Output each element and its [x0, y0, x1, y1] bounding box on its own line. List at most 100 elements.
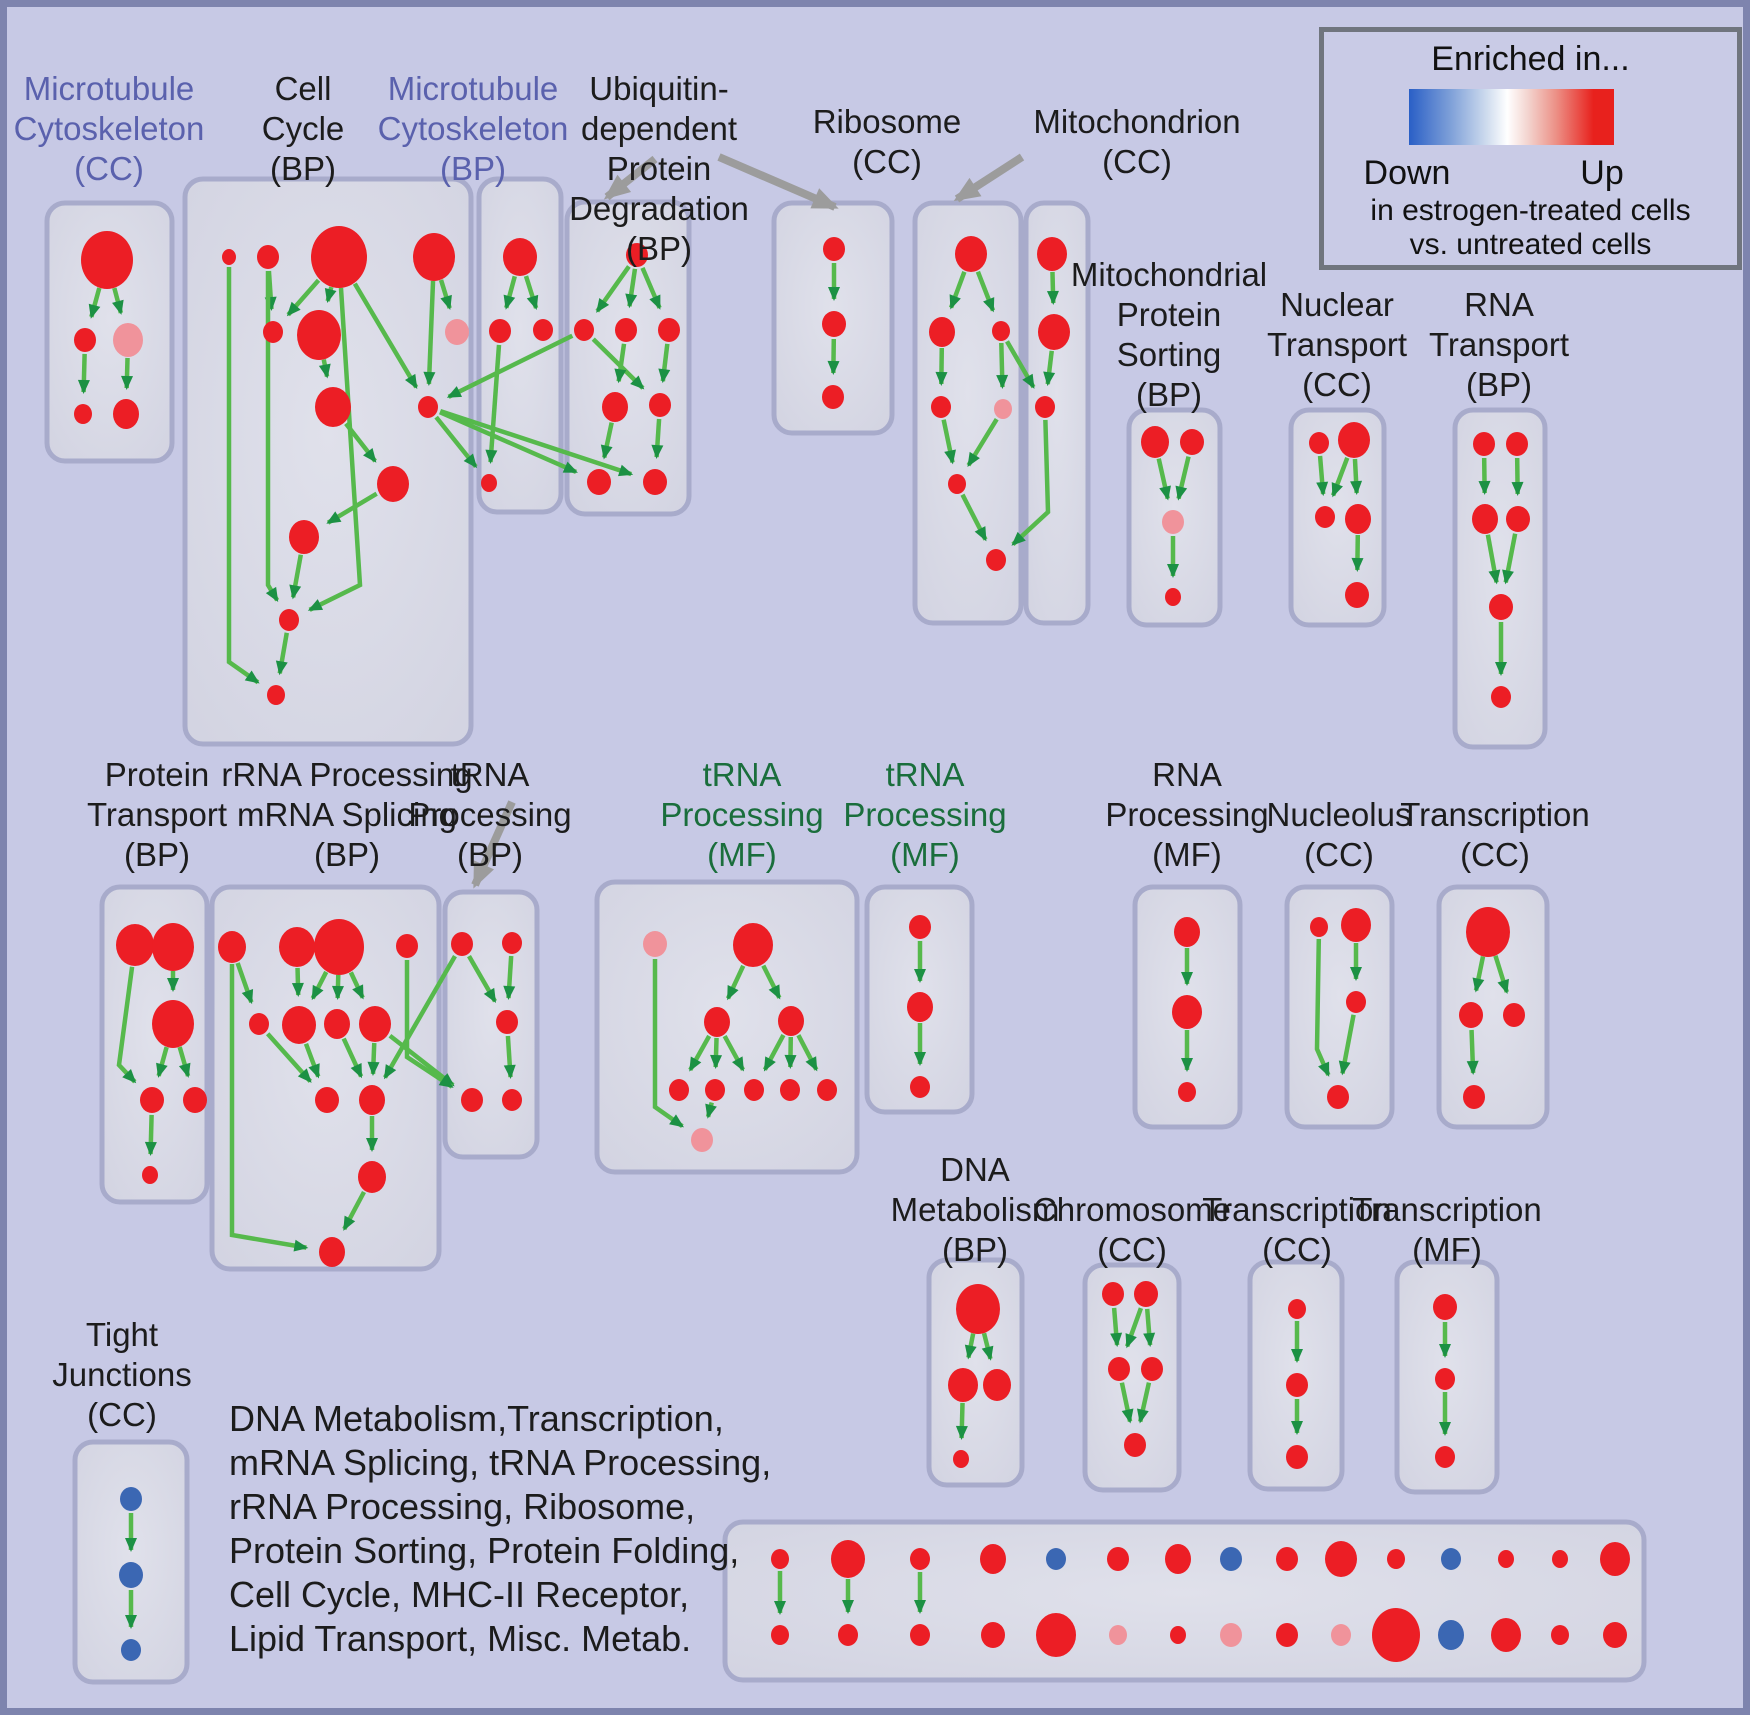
group-label: Ribosome (CC) — [812, 103, 962, 180]
go-term-node-t32 — [1286, 1373, 1308, 1397]
relation-arrow — [503, 1035, 516, 1080]
go-term-node-ua5 — [602, 392, 628, 422]
go-term-node-bb1 — [771, 1625, 789, 1645]
relation-arrow — [341, 1037, 364, 1079]
relation-arrow — [600, 422, 614, 460]
relation-arrow — [762, 1034, 786, 1072]
misc-category-list: DNA Metabolism,Transcription, mRNA Splic… — [229, 1398, 772, 1659]
relation-arrow — [1316, 455, 1329, 497]
go-term-node-t31 — [1288, 1299, 1306, 1319]
relation-arrow — [439, 408, 634, 477]
relation-arrow — [307, 287, 363, 612]
go-term-node-cc5 — [263, 321, 283, 343]
go-term-node-ua3 — [615, 318, 637, 342]
go-term-node-tj3 — [121, 1639, 141, 1661]
go-term-node-ua7 — [587, 469, 611, 495]
go-term-node-cc3 — [311, 226, 367, 288]
go-term-node-bt6 — [1107, 1547, 1129, 1571]
group-label: tRNA Processing (BP) — [408, 756, 572, 873]
relation-arrow — [121, 357, 134, 391]
go-term-node-mb2 — [489, 319, 511, 343]
go-term-node-ch4 — [1141, 1357, 1163, 1381]
group-label: tRNA Processing (MF) — [843, 756, 1007, 873]
relation-arrow — [1331, 456, 1350, 498]
go-term-node-rb6 — [948, 474, 966, 494]
go-term-node-pt5 — [183, 1087, 207, 1113]
relation-arrow — [331, 974, 344, 1001]
go-term-node-ua6 — [649, 393, 671, 417]
go-term-node-tb4 — [461, 1088, 483, 1112]
relation-arrow — [1156, 458, 1171, 501]
go-term-node-ua2 — [574, 319, 594, 341]
go-term-node-rm3 — [1178, 1082, 1196, 1102]
go-term-node-mtcc1 — [81, 231, 133, 289]
go-term-node-cc12 — [279, 609, 299, 631]
relation-arrow — [326, 491, 378, 525]
go-term-node-rm1 — [1174, 917, 1200, 947]
go-term-node-rr8 — [359, 1006, 391, 1042]
group-label: Transcription (CC) — [1202, 1191, 1392, 1268]
go-term-node-rr10 — [359, 1085, 385, 1115]
relation-arrow — [1011, 419, 1051, 547]
go-term-node-tb1 — [451, 932, 473, 956]
go-term-node-rt3 — [1472, 504, 1498, 534]
go-term-node-pt1 — [116, 924, 154, 966]
go-term-node-cc11 — [289, 520, 319, 554]
relation-arrow — [981, 1332, 994, 1361]
cluster-box-ribosome-cc — [912, 200, 1024, 626]
relation-arrow — [156, 1046, 169, 1078]
go-term-node-tf2 — [1435, 1368, 1455, 1390]
go-term-node-ch3 — [1108, 1357, 1130, 1381]
go-term-node-bt12 — [1441, 1548, 1461, 1570]
go-term-node-tm9 — [817, 1079, 837, 1101]
relation-arrow — [177, 1046, 191, 1078]
go-term-node-dm4 — [953, 1450, 969, 1468]
group-label: Mitochondrial Protein Sorting (BP) — [1070, 256, 1268, 413]
go-term-node-bt2 — [831, 1540, 865, 1578]
go-term-node-rr1 — [218, 931, 246, 963]
go-term-node-mi3 — [1035, 396, 1055, 418]
go-term-node-cc13 — [267, 685, 285, 705]
relation-arrow — [446, 333, 574, 399]
go-term-node-ub3 — [822, 385, 844, 409]
go-term-node-rr3 — [314, 919, 364, 975]
relation-arrow — [941, 419, 956, 465]
go-term-node-rr11 — [358, 1161, 386, 1193]
go-term-node-bb7 — [1170, 1626, 1186, 1644]
group-label: rRNA Processing mRNA Splicing (BP) — [221, 756, 473, 873]
group-label: DNA Metabolism (BP) — [890, 1151, 1060, 1268]
go-term-node-tn2 — [907, 992, 933, 1022]
relation-arrow — [265, 1032, 313, 1083]
go-term-node-mp2 — [1180, 429, 1204, 455]
legend-box: Enriched in... Down Up in estrogen-treat… — [1319, 27, 1742, 270]
go-term-node-cc1 — [222, 249, 236, 265]
relation-arrow — [235, 962, 254, 1005]
go-term-node-cc4 — [413, 233, 455, 281]
go-term-node-rb5 — [994, 399, 1012, 419]
relation-arrow — [404, 960, 454, 1089]
go-term-node-rt5 — [1489, 594, 1513, 620]
go-term-node-rr5 — [249, 1013, 269, 1035]
relation-arrow — [265, 271, 280, 602]
legend-subtitle-1: in estrogen-treated cells — [1370, 194, 1691, 227]
relation-arrow — [352, 282, 419, 389]
relation-arrow — [1502, 533, 1518, 585]
legend-subtitle-2: vs. untreated cells — [1409, 228, 1652, 261]
go-term-node-rr9 — [315, 1087, 339, 1113]
go-term-node-nt4 — [1345, 504, 1371, 534]
go-term-node-mi1 — [1037, 237, 1067, 271]
go-term-node-tb5 — [502, 1089, 522, 1111]
relation-arrow — [467, 955, 497, 1003]
group-label: Ubiquitin- dependent Protein Degradation… — [569, 70, 749, 267]
relation-arrow — [1466, 1029, 1479, 1076]
go-term-node-nt1 — [1309, 432, 1329, 454]
relation-arrow — [652, 959, 684, 1129]
go-term-node-rr12 — [319, 1237, 345, 1267]
go-term-node-tb3 — [496, 1010, 518, 1034]
group-label: Nuclear Transport (CC) — [1267, 286, 1407, 403]
relation-arrow — [434, 415, 478, 469]
go-term-node-nu4 — [1327, 1085, 1349, 1109]
relation-arrow — [77, 353, 90, 395]
legend-down-label: Down — [1363, 154, 1451, 192]
